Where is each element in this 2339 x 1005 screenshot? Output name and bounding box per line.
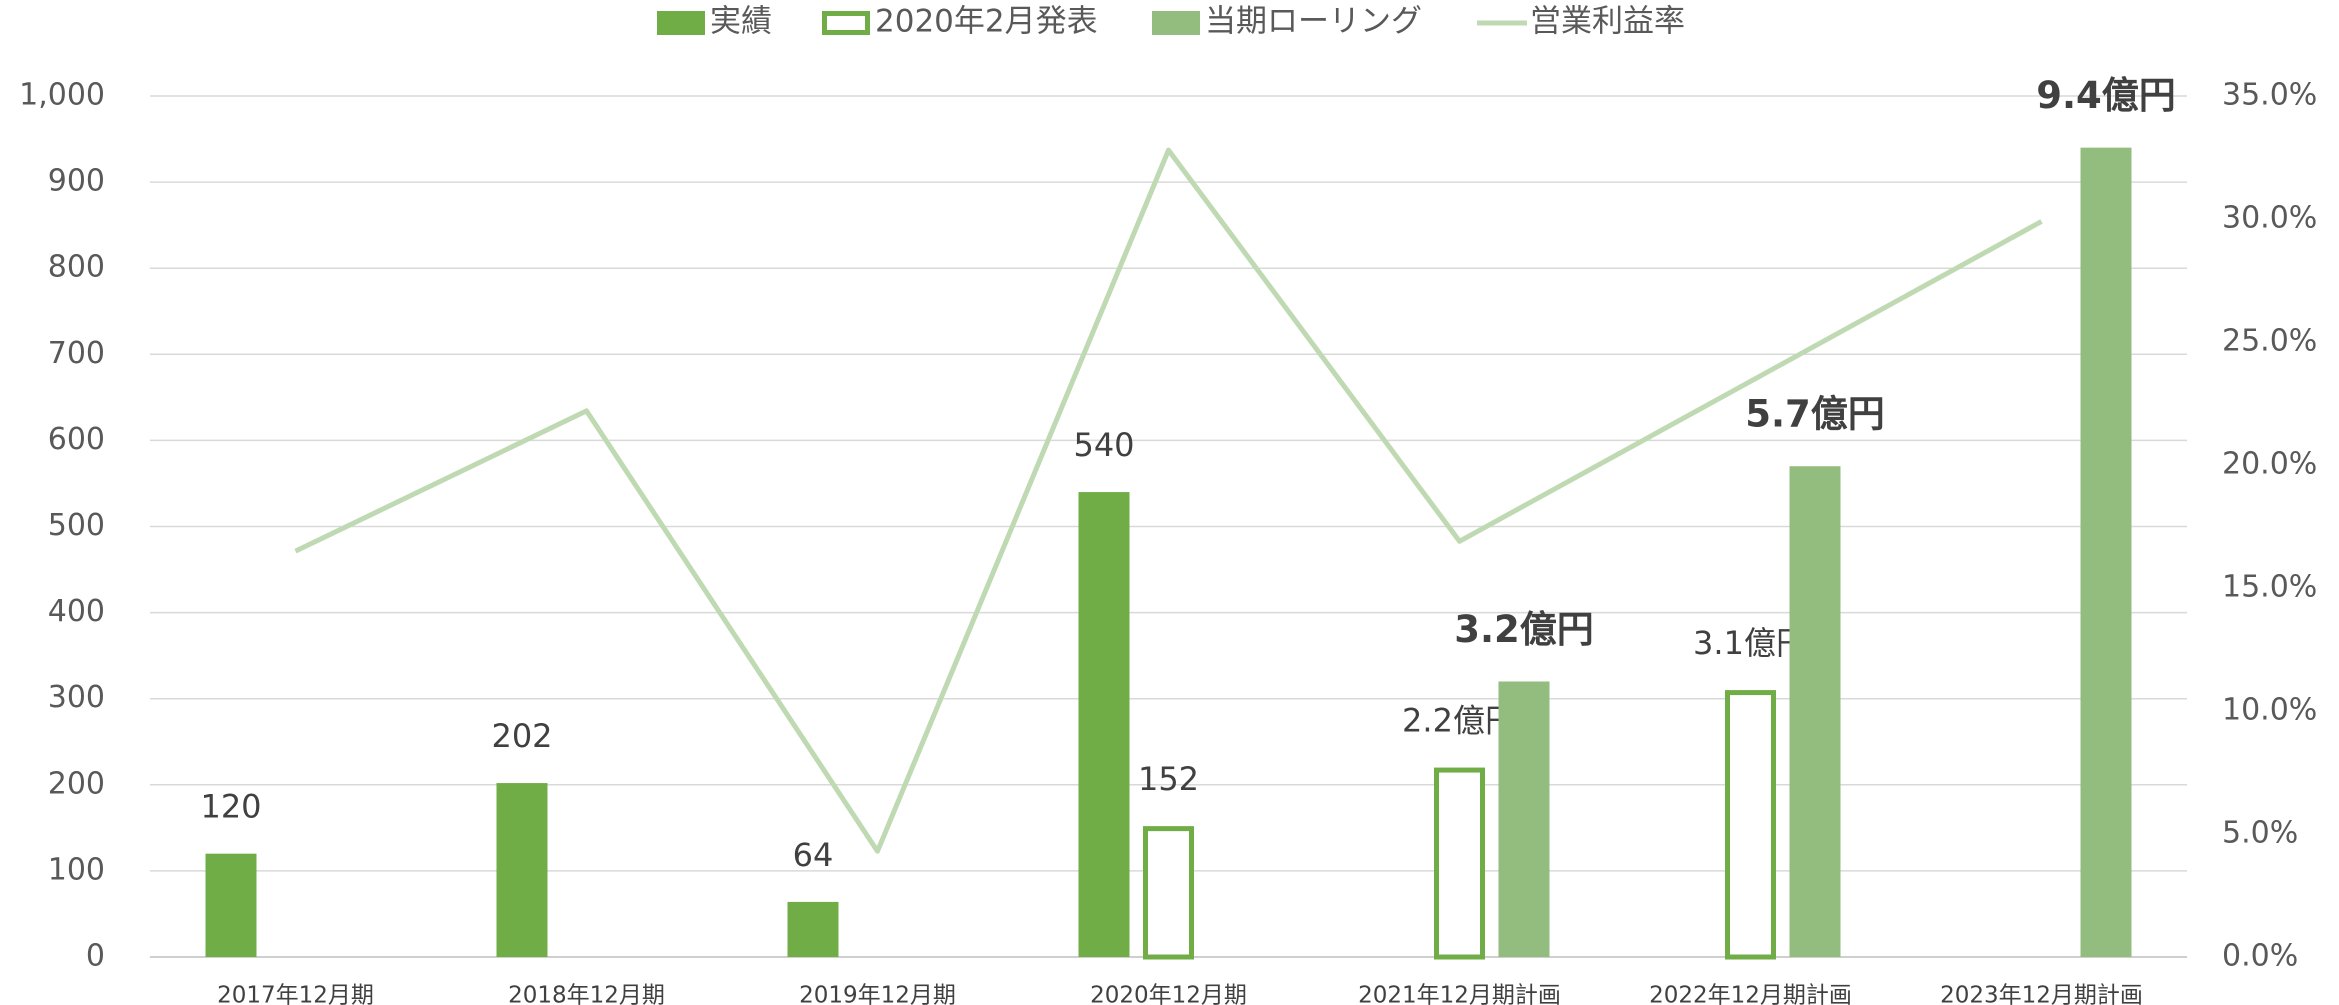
- bar: [2080, 147, 2132, 957]
- y-tick-label: 900: [48, 164, 105, 199]
- y2-tick-label: 5.0%: [2222, 816, 2298, 851]
- y-tick-label: 100: [48, 852, 105, 887]
- y-tick-label: 800: [48, 250, 105, 285]
- data-label: 5.7億円: [1745, 393, 1885, 436]
- y-tick-label: 600: [48, 422, 105, 457]
- data-label: 64: [793, 836, 834, 874]
- y2-tick-label: 10.0%: [2222, 693, 2317, 728]
- data-label: 540: [1073, 426, 1134, 464]
- legend-label: 実績: [710, 4, 772, 40]
- margin-line: [294, 147, 2043, 854]
- x-tick-label: 2018年12月期: [508, 983, 665, 1005]
- x-tick-label: 2020年12月期: [1090, 983, 1247, 1005]
- data-label: 3.1億円: [1693, 624, 1808, 662]
- y-tick-label: 0: [86, 939, 105, 974]
- y-tick-label: 500: [48, 508, 105, 543]
- bar: [1078, 492, 1130, 957]
- y-tick-label: 700: [48, 336, 105, 371]
- y2-tick-label: 35.0%: [2222, 78, 2317, 113]
- data-label: 3.2億円: [1454, 608, 1594, 651]
- data-label: 202: [491, 717, 552, 755]
- y2-tick-label: 0.0%: [2222, 939, 2298, 974]
- x-tick-label: 2023年12月期計画: [1940, 983, 2143, 1005]
- bar: [787, 901, 839, 957]
- bar: [496, 783, 548, 957]
- bar: [1434, 767, 1485, 960]
- legend-swatch: [657, 11, 705, 35]
- bar: [205, 853, 257, 957]
- legend-swatch: [1152, 11, 1200, 35]
- y-tick-label: 400: [48, 594, 105, 629]
- y2-tick-label: 15.0%: [2222, 570, 2317, 605]
- x-tick-label: 2017年12月期: [217, 983, 374, 1005]
- data-label: 120: [200, 788, 261, 826]
- legend-swatch: [822, 11, 870, 35]
- bar: [1143, 826, 1194, 960]
- y2-tick-label: 30.0%: [2222, 201, 2317, 236]
- y-tick-label: 1,000: [19, 78, 105, 113]
- y-tick-label: 200: [48, 766, 105, 801]
- x-tick-label: 2021年12月期計画: [1358, 983, 1561, 1005]
- x-tick-label: 2022年12月期計画: [1649, 983, 1852, 1005]
- bar: [1498, 681, 1550, 957]
- legend-label: 営業利益率: [1530, 4, 1685, 40]
- x-tick-label: 2019年12月期: [799, 983, 956, 1005]
- y2-tick-label: 20.0%: [2222, 447, 2317, 482]
- bar: [1725, 690, 1776, 960]
- data-label: 2.2億円: [1402, 702, 1517, 740]
- data-label: 152: [1138, 760, 1199, 798]
- y-tick-label: 300: [48, 680, 105, 715]
- y2-tick-label: 25.0%: [2222, 324, 2317, 359]
- data-label: 9.4億円: [2036, 74, 2176, 117]
- legend-label: 2020年2月発表: [875, 4, 1098, 40]
- legend-label: 当期ローリング: [1205, 4, 1422, 40]
- bar: [1789, 466, 1841, 957]
